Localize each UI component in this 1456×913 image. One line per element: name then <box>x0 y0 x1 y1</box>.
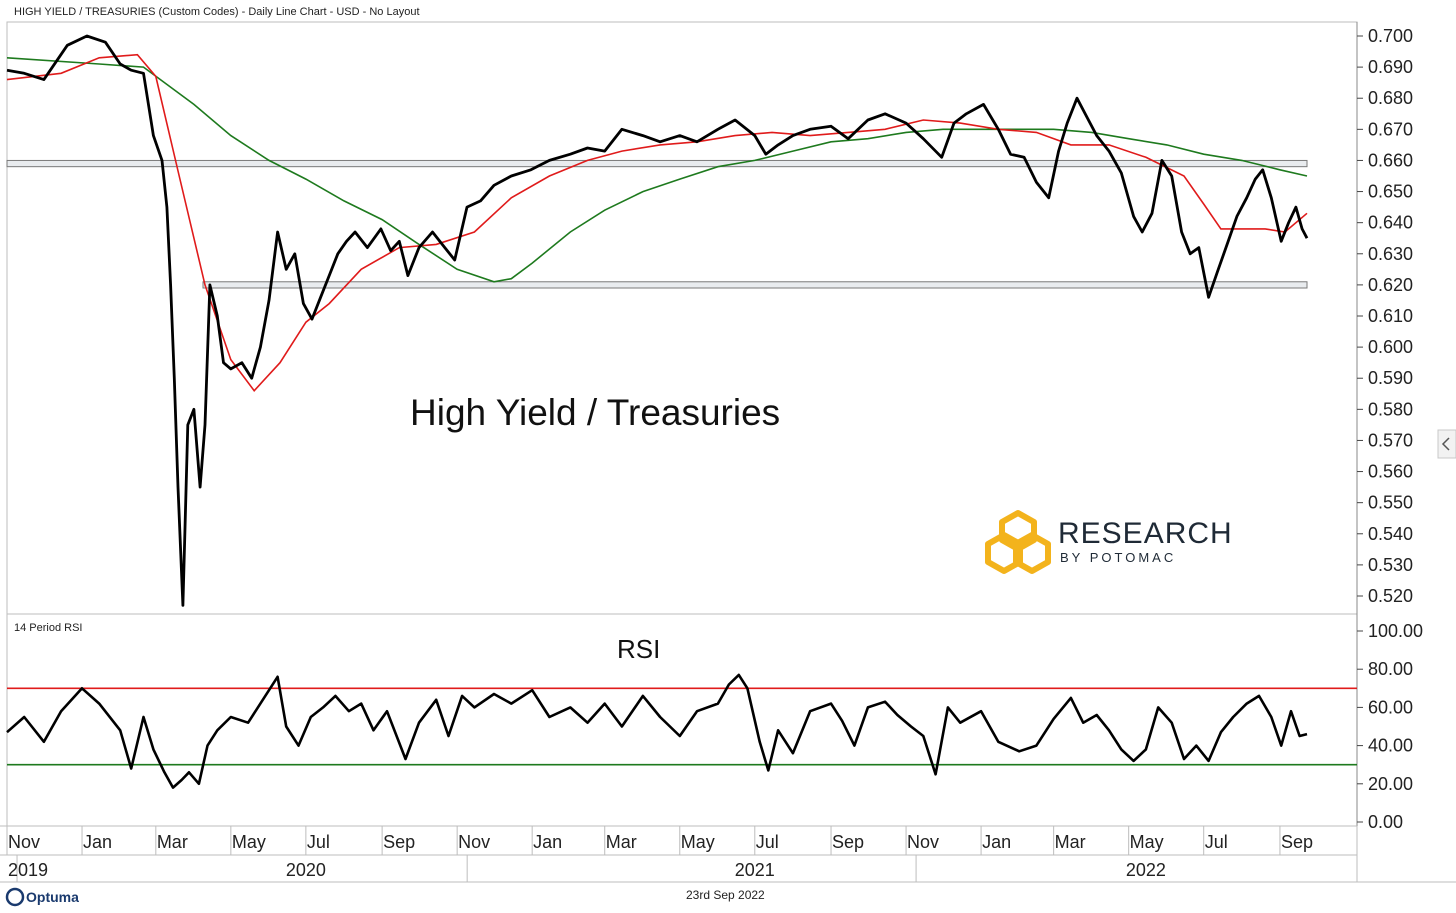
rsi-y-ticks: 100.00 80.00 60.00 40.00 20.00 0.00 <box>1357 621 1423 832</box>
month-label: Mar <box>1055 832 1086 852</box>
month-label: Nov <box>8 832 40 852</box>
month-label: Jan <box>982 832 1011 852</box>
price-y-ticks: 0.700 0.690 0.680 0.670 0.660 0.650 0.640 0.630… <box>1357 26 1413 606</box>
rsi-tick-label: 100.00 <box>1368 621 1423 641</box>
rsi-tick-label: 20.00 <box>1368 774 1413 794</box>
month-label: May <box>1130 832 1164 852</box>
price-tick-label: 0.700 <box>1368 26 1413 46</box>
price-tick-label: 0.680 <box>1368 88 1413 108</box>
price-tick-label: 0.540 <box>1368 524 1413 544</box>
rsi-tick-label: 80.00 <box>1368 659 1413 679</box>
year-label: 2019 <box>8 860 48 880</box>
year-label: 2020 <box>286 860 326 880</box>
price-tick-label: 0.620 <box>1368 275 1413 295</box>
price-tick-label: 0.660 <box>1368 150 1413 170</box>
price-tick-label: 0.550 <box>1368 493 1413 513</box>
series-rsi <box>6 673 1308 789</box>
price-tick-label: 0.690 <box>1368 57 1413 77</box>
price-tick-label: 0.670 <box>1368 119 1413 139</box>
window-title: HIGH YIELD / TREASURIES (Custom Codes) -… <box>14 6 420 18</box>
price-tick-label: 0.560 <box>1368 462 1413 482</box>
footer-brand: Optuma <box>26 889 79 905</box>
price-tick-label: 0.630 <box>1368 244 1413 264</box>
month-label: Sep <box>383 832 415 852</box>
price-tick-label: 0.530 <box>1368 555 1413 575</box>
month-label: Mar <box>157 832 188 852</box>
price-tick-label: 0.570 <box>1368 430 1413 450</box>
chevron-left-icon <box>1441 437 1450 451</box>
optuma-logo-icon <box>5 887 25 907</box>
price-tick-label: 0.580 <box>1368 399 1413 419</box>
hexagon-logo-icon <box>985 510 1051 574</box>
year-label: 2022 <box>1126 860 1166 880</box>
logo-wordmark: RESEARCH <box>1058 517 1233 550</box>
price-tick-label: 0.520 <box>1368 586 1413 606</box>
resistance-band <box>6 159 1308 168</box>
month-label: Nov <box>458 832 490 852</box>
price-tick-label: 0.590 <box>1368 368 1413 388</box>
time-axis: Nov Jan Mar May Jul Sep Nov Jan Mar May Jul Sep Nov J… <box>6 826 1358 882</box>
month-label: Jul <box>1205 832 1228 852</box>
month-label: Nov <box>907 832 939 852</box>
series-ma-short <box>6 53 1308 392</box>
main-annotation: High Yield / Treasuries <box>410 392 780 433</box>
price-tick-label: 0.600 <box>1368 337 1413 357</box>
series-price <box>6 34 1309 607</box>
rsi-annotation: RSI <box>617 634 660 664</box>
research-logo: RESEARCH BY POTOMAC <box>985 510 1233 574</box>
rsi-tick-label: 60.00 <box>1368 697 1413 717</box>
price-tick-label: 0.650 <box>1368 182 1413 202</box>
month-label: May <box>681 832 715 852</box>
series-ma-long <box>6 57 1308 283</box>
month-label: Jan <box>83 832 112 852</box>
month-label: May <box>232 832 266 852</box>
optuma-brand: Optuma <box>5 887 79 907</box>
month-label: Mar <box>606 832 637 852</box>
rsi-panel-label: 14 Period RSI <box>14 622 82 634</box>
month-label: Sep <box>1281 832 1313 852</box>
year-label: 2021 <box>735 860 775 880</box>
month-label: Jul <box>756 832 779 852</box>
footer-date: 23rd Sep 2022 <box>686 888 765 902</box>
panel-collapse-handle[interactable] <box>1437 429 1456 459</box>
rsi-tick-label: 40.00 <box>1368 736 1413 756</box>
price-tick-label: 0.610 <box>1368 306 1413 326</box>
price-tick-label: 0.640 <box>1368 213 1413 233</box>
month-label: Jan <box>533 832 562 852</box>
rsi-tick-label: 0.00 <box>1368 812 1403 832</box>
month-label: Sep <box>832 832 864 852</box>
month-label: Jul <box>307 832 330 852</box>
logo-tagline: BY POTOMAC <box>1060 550 1176 565</box>
support-band <box>202 281 1308 289</box>
